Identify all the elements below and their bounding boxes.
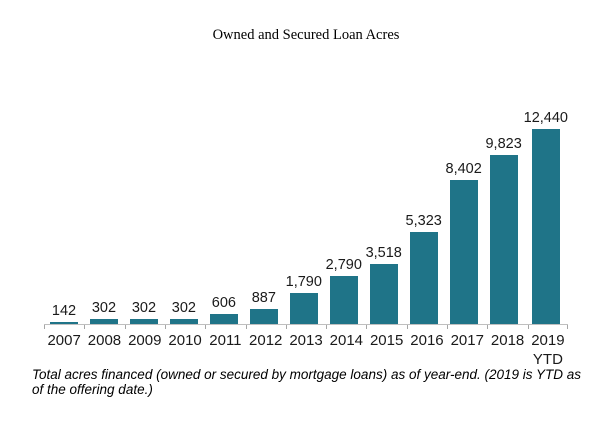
- axis-tick: [567, 325, 568, 329]
- axis-tick: [326, 325, 328, 329]
- bar-cell: 9,823: [484, 110, 524, 324]
- x-axis-label: 2008: [87, 332, 122, 349]
- axis-tick: [245, 325, 247, 329]
- x-axis-label: 2017: [450, 332, 484, 349]
- x-axis-ticks: [44, 110, 568, 329]
- axis-tick: [366, 325, 368, 329]
- bar-value-label: 12,440: [523, 110, 568, 126]
- x-axis-label: 2018: [490, 332, 525, 349]
- bar-value-label: 302: [171, 299, 196, 316]
- plot-area: 142 302 302 302 606 887 1,790 2,790 3,518 5,323 8,…: [44, 110, 568, 368]
- bar-cell: 3,518: [364, 110, 404, 324]
- bar: [49, 321, 78, 324]
- bar-value-label: 2,790: [325, 257, 362, 273]
- bar: [209, 313, 238, 324]
- axis-tick: [44, 325, 45, 329]
- bar-cell: 2,790: [324, 110, 364, 324]
- bar: [249, 308, 278, 324]
- bar: [449, 179, 478, 324]
- bar-cell: 606: [204, 110, 244, 324]
- x-axis-line: [44, 324, 568, 325]
- x-axis-label: 2016: [410, 332, 444, 349]
- bar: [369, 263, 398, 324]
- bars-container: 142 302 302 302 606 887 1,790 2,790 3,518 5,323 8,…: [44, 110, 568, 324]
- bar: [89, 318, 118, 324]
- bar-value-label: 606: [211, 294, 236, 311]
- x-axis-label: 2012: [249, 332, 283, 349]
- bar: [489, 155, 518, 324]
- bar-cell: 8,402: [444, 110, 484, 324]
- bar-cell: 12,440: [524, 110, 568, 324]
- x-axis-label: 2013: [289, 332, 323, 349]
- bar-cell: 887: [244, 110, 284, 324]
- bar-cell: 302: [84, 110, 124, 324]
- x-axis-label: 2010: [168, 332, 202, 349]
- bar-value-label: 887: [251, 289, 276, 306]
- axis-tick: [406, 325, 408, 329]
- axis-tick: [447, 325, 449, 329]
- chart-title: Owned and Secured Loan Acres: [212, 27, 400, 43]
- bar: [531, 129, 560, 324]
- axis-tick: [205, 325, 207, 329]
- x-axis-label: 2009: [128, 332, 162, 349]
- footnote: Total acres financed (owned or secured b…: [32, 367, 582, 397]
- axis-tick: [527, 325, 529, 329]
- axis-tick: [487, 325, 489, 329]
- axis-tick: [285, 325, 287, 329]
- bar: [169, 318, 198, 324]
- x-axis-label: 2014: [329, 332, 364, 349]
- bar-value-label: 8,402: [445, 160, 482, 177]
- bar: [409, 232, 438, 324]
- bar: [129, 318, 158, 324]
- x-axis-label: 2007: [47, 332, 81, 349]
- x-axis-label: 2019 YTD: [531, 332, 565, 368]
- x-axis-labels: 2007 2008 2009 2010 2011 2012 2013 2014 2015 2016…: [44, 331, 568, 369]
- bar-value-label: 5,323: [405, 213, 442, 230]
- bar-value-label: 3,518: [365, 244, 402, 261]
- bar-value-label: 142: [51, 302, 77, 319]
- bar-value-label: 9,823: [485, 136, 522, 152]
- bar: [329, 276, 358, 324]
- x-axis-label: 2011: [209, 332, 242, 349]
- axis-tick: [124, 325, 126, 329]
- bar-cell: 302: [164, 110, 204, 324]
- axis-tick: [164, 325, 166, 329]
- bar-value-label: 302: [91, 299, 117, 316]
- bar-cell: 1,790: [284, 110, 324, 324]
- x-axis-label: 2015: [369, 332, 404, 349]
- bar-cell: 302: [124, 110, 164, 324]
- bar: [289, 293, 318, 324]
- bar-value-label: 1,790: [285, 274, 322, 291]
- bar-cell: 5,323: [404, 110, 444, 324]
- bar-value-label: 302: [131, 299, 157, 316]
- bar-cell: 142: [44, 110, 84, 324]
- axis-tick: [84, 325, 86, 329]
